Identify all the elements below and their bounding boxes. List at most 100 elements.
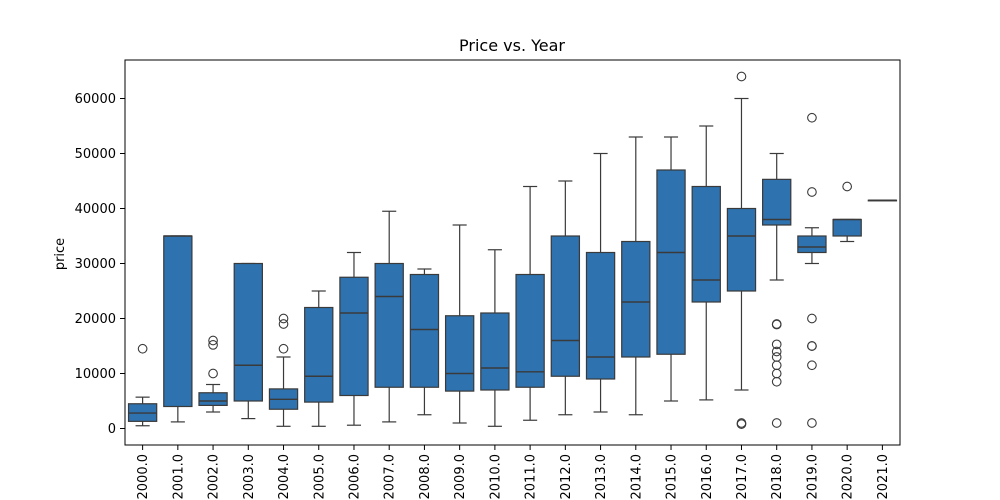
box-19	[797, 112, 827, 428]
box-body	[585, 251, 616, 380]
box-body	[797, 235, 827, 254]
outlier-point	[771, 418, 782, 428]
outlier-point	[771, 352, 782, 362]
y-axis: 0 10000 20000 30000 40000 50000 60000	[75, 92, 125, 437]
box-17	[726, 71, 757, 429]
box-6	[339, 251, 369, 426]
outlier-point	[771, 339, 782, 350]
x-tick-label: 2000.0	[136, 454, 151, 500]
box-body	[726, 207, 757, 292]
box-15	[656, 136, 686, 402]
x-tick-label: 2007.0	[383, 454, 398, 500]
outlier-point	[278, 313, 289, 324]
box-body	[233, 262, 263, 402]
box-body	[656, 169, 686, 355]
x-tick-label: 2009.0	[453, 454, 468, 500]
box-16	[691, 125, 721, 401]
x-tick-label: 2003.0	[242, 454, 257, 500]
box-body	[444, 315, 475, 392]
x-tick-label: 2013.0	[594, 454, 609, 500]
outlier-point	[771, 376, 782, 387]
x-tick-label: 2020.0	[841, 454, 856, 500]
plot-frame	[124, 59, 901, 446]
box-5	[304, 290, 334, 427]
outlier-point	[736, 418, 747, 428]
box-13	[585, 152, 616, 413]
outlier-point	[807, 112, 817, 123]
plot-area	[127, 71, 898, 429]
box-body	[691, 185, 721, 303]
outlier-point	[771, 346, 782, 357]
outlier-point	[137, 343, 148, 354]
x-tick-label: 2008.0	[418, 454, 433, 500]
y-tick-label: 30000	[75, 257, 116, 272]
outlier-point	[807, 418, 817, 428]
outlier-point	[208, 335, 218, 346]
x-tick-label: 2002.0	[207, 454, 222, 500]
x-tick-label: 2001.0	[171, 454, 186, 500]
outlier-point	[807, 313, 817, 324]
x-tick-label: 2011.0	[524, 454, 539, 500]
x-axis: 2000.0 2001.0 2002.0 2003.0 2004.0 2005.0 2006…	[136, 445, 891, 500]
box-body	[621, 240, 651, 358]
y-tick-label: 10000	[75, 367, 116, 382]
x-tick-label: 2021.0	[876, 454, 891, 500]
outlier-point	[278, 319, 289, 329]
x-tick-label: 2010.0	[488, 454, 503, 500]
outlier-point	[807, 341, 817, 351]
x-tick-label: 2019.0	[805, 454, 820, 500]
box-4	[268, 313, 299, 427]
box-21	[867, 199, 898, 202]
outlier-point	[842, 181, 853, 192]
outlier-point	[736, 71, 747, 82]
outlier-point	[208, 368, 218, 379]
box-1	[163, 235, 193, 423]
box-7	[374, 210, 404, 423]
box-body	[339, 276, 369, 397]
x-tick-label: 2005.0	[312, 454, 327, 500]
x-tick-label: 2006.0	[347, 454, 362, 500]
y-tick-label: 50000	[75, 147, 116, 162]
x-tick-label: 2015.0	[665, 454, 680, 500]
box-10	[480, 249, 510, 427]
box-0	[127, 343, 158, 427]
box-2	[198, 335, 228, 413]
outlier-point	[771, 368, 782, 379]
box-body	[550, 235, 581, 377]
box-body	[374, 262, 404, 388]
box-body	[515, 273, 545, 388]
x-tick-label: 2016.0	[700, 454, 715, 500]
x-tick-label: 2012.0	[559, 454, 574, 500]
y-tick-label: 20000	[75, 312, 116, 327]
x-tick-label: 2017.0	[735, 454, 750, 500]
box-8	[409, 268, 440, 416]
box-11	[515, 185, 545, 421]
box-3	[233, 262, 263, 420]
y-tick-label: 40000	[75, 202, 116, 217]
y-tick-label: 60000	[75, 92, 116, 107]
box-body	[762, 178, 792, 226]
box-18	[762, 152, 792, 428]
x-tick-label: 2018.0	[770, 454, 785, 500]
x-tick-label: 2014.0	[629, 454, 644, 500]
box-body	[198, 392, 228, 406]
y-tick-label: 0	[108, 422, 116, 437]
box-9	[444, 224, 475, 424]
box-12	[550, 180, 581, 416]
outlier-point	[807, 360, 817, 371]
box-20	[832, 181, 862, 243]
outlier-point	[771, 360, 782, 371]
outlier-point	[208, 340, 218, 350]
box-body	[832, 218, 862, 237]
box-14	[621, 136, 651, 416]
chart-title: Price vs. Year	[459, 36, 565, 55]
box-body	[480, 312, 510, 391]
x-tick-label: 2004.0	[277, 454, 292, 500]
outlier-point	[807, 187, 817, 197]
box-body	[304, 306, 334, 403]
box-body	[163, 235, 193, 408]
y-axis-label: price	[53, 238, 68, 270]
box-body	[409, 273, 440, 388]
outlier-point	[278, 343, 289, 354]
